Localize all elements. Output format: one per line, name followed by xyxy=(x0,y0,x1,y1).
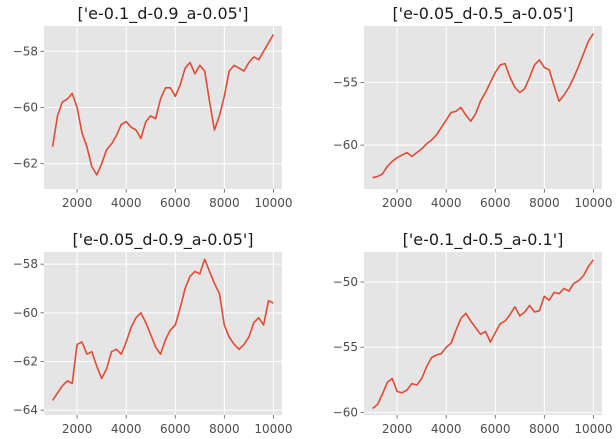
series-line xyxy=(51,34,275,176)
chart-title: ['e-0.05_d-0.5_a-0.05'] xyxy=(392,4,573,24)
y-tick-label: −60 xyxy=(333,405,358,419)
y-tick-label: −62 xyxy=(13,157,38,171)
series-line xyxy=(372,33,595,179)
chart-title: ['e-0.1_d-0.9_a-0.05'] xyxy=(78,4,249,24)
chart-panel-4: 2000 4000 6000 8000 10000 −60 −55 −50 ['e-0.1_d-… xyxy=(333,230,613,436)
y-tick-label: −64 xyxy=(13,403,38,417)
x-tick-label: 8000 xyxy=(209,196,240,210)
plot-area xyxy=(364,26,602,189)
y-tick-label: −58 xyxy=(13,44,38,58)
x-tick-label: 6000 xyxy=(160,422,191,436)
x-tick-label: 6000 xyxy=(480,196,511,210)
x-tick-label: 4000 xyxy=(111,422,142,436)
chart-title: ['e-0.05_d-0.9_a-0.05'] xyxy=(72,230,253,250)
y-tick-label: −55 xyxy=(333,340,358,354)
x-tick-label: 10000 xyxy=(574,422,612,436)
series-line xyxy=(372,259,595,410)
x-tick-label: 2000 xyxy=(382,196,413,210)
y-tick-label: −60 xyxy=(13,101,38,115)
y-tick-label: −55 xyxy=(333,75,358,89)
x-tick-label: 2000 xyxy=(382,422,413,436)
x-tick-label: 8000 xyxy=(529,196,560,210)
y-tick-label: −60 xyxy=(333,138,358,152)
chart-title: ['e-0.1_d-0.5_a-0.1'] xyxy=(403,230,564,250)
x-tick-label: 8000 xyxy=(529,422,560,436)
y-tick-label: −60 xyxy=(13,306,38,320)
x-tick-label: 2000 xyxy=(62,196,93,210)
series-line xyxy=(51,258,274,401)
x-tick-label: 6000 xyxy=(480,422,511,436)
x-tick-label: 4000 xyxy=(431,196,462,210)
y-tick-label: −62 xyxy=(13,354,38,368)
chart-panel-1: 2000 4000 6000 8000 10000 −62 −60 −58 ['e-0.1_d-… xyxy=(13,4,293,210)
y-tick-label: −50 xyxy=(333,275,358,289)
x-tick-label: 4000 xyxy=(111,196,142,210)
chart-panel-2: 2000 4000 6000 8000 10000 −60 −55 ['e-0.05_d-0.… xyxy=(333,4,613,210)
x-tick-label: 2000 xyxy=(62,422,93,436)
chart-panel-3: 2000 4000 6000 8000 10000 −64 −62 −60 −58 ['e-0.0… xyxy=(13,230,293,436)
x-tick-label: 6000 xyxy=(160,196,191,210)
x-tick-label: 10000 xyxy=(574,196,612,210)
x-tick-label: 10000 xyxy=(254,422,292,436)
plot-area xyxy=(44,252,282,415)
y-tick-label: −58 xyxy=(13,257,38,271)
x-tick-label: 4000 xyxy=(431,422,462,436)
x-tick-label: 10000 xyxy=(254,196,292,210)
x-tick-label: 8000 xyxy=(209,422,240,436)
